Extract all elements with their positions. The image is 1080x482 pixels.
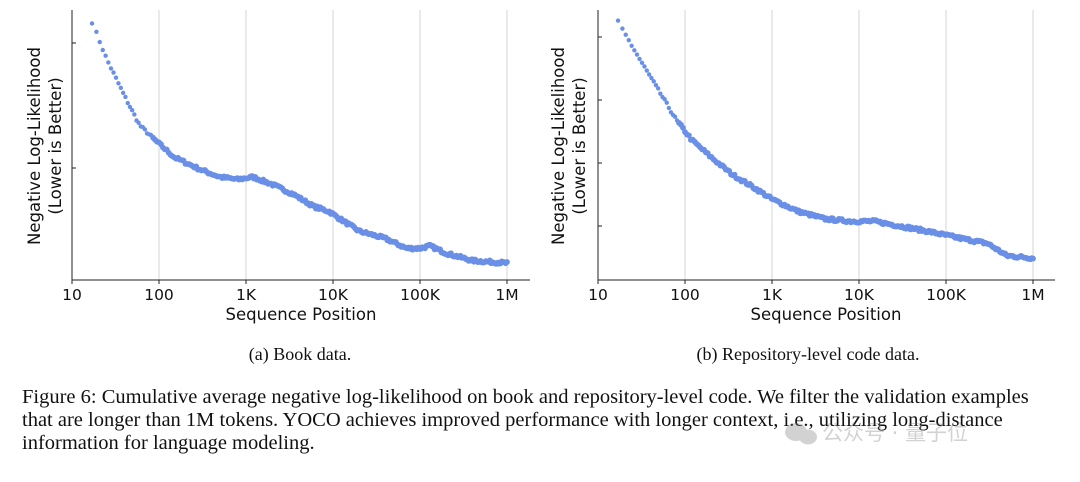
data-point — [127, 104, 133, 110]
data-point — [142, 127, 148, 132]
data-point — [118, 85, 124, 91]
data-point — [100, 47, 105, 53]
data-point — [125, 100, 130, 106]
x-tick-label: 100K — [926, 286, 967, 304]
x-axis-title: Sequence Position — [226, 305, 377, 324]
x-tick-label: 100K — [400, 286, 441, 304]
x-axis-title: Sequence Position — [751, 305, 902, 324]
data-point — [132, 112, 137, 117]
axes — [597, 10, 1055, 281]
x-ticks: 10 100 1K 10K 100K 1M — [62, 280, 519, 304]
data-point — [626, 38, 631, 43]
data-point — [106, 60, 111, 65]
figure-caption: Figure 6: Cumulative average negative lo… — [22, 386, 1029, 454]
data-point — [672, 114, 678, 119]
x-tick-label: 10K — [318, 286, 349, 304]
data-point — [120, 90, 126, 96]
data-point — [116, 81, 121, 86]
chart-book-data: 10 100 1K 10K 100K 1M Sequence Position Negat… — [25, 10, 530, 324]
x-tick-label: 10 — [588, 286, 608, 304]
subcaption-b: (b) Repository-level code data. — [696, 344, 920, 364]
data-point — [111, 70, 116, 75]
data-point — [664, 100, 669, 105]
data-point — [103, 53, 108, 58]
data-point — [129, 108, 135, 113]
data-point — [666, 105, 672, 111]
data-point — [629, 43, 634, 48]
data-point — [651, 79, 656, 84]
x-tick-label: 10 — [62, 286, 82, 304]
chart-repository-code-data: 10 100 1K 10K 100K 1M Sequence Position Negat… — [549, 10, 1055, 324]
y-axis-title-line2: (Lower is Better) — [46, 77, 65, 214]
data-point — [504, 259, 510, 265]
x-tick-label: 1K — [236, 286, 257, 304]
x-tick-label: 1K — [762, 286, 783, 304]
y-axis-title-line2: (Lower is Better) — [570, 77, 589, 214]
data-point — [637, 56, 642, 62]
data-point — [639, 60, 645, 66]
subcaption-a: (a) Book data. — [248, 344, 352, 364]
data-point — [94, 29, 99, 34]
data-point — [686, 132, 692, 139]
data-point — [644, 68, 650, 73]
data-points — [615, 18, 1036, 263]
data-point — [123, 94, 128, 100]
data-point — [646, 72, 652, 77]
data-point — [89, 21, 95, 26]
x-ticks: 10 100 1K 10K 100K 1M — [588, 280, 1045, 304]
x-tick-label: 1M — [1021, 286, 1044, 304]
y-axis-title-line1: Negative Log-Likelihood — [549, 47, 568, 245]
data-point — [1030, 255, 1036, 262]
plot-area: 10 100 1K 10K 100K 1M — [62, 10, 530, 304]
plot-area: 10 100 1K 10K 100K 1M — [588, 10, 1055, 304]
data-point — [653, 82, 659, 88]
x-tick-label: 1M — [495, 286, 518, 304]
data-point — [136, 120, 141, 125]
data-point — [620, 26, 625, 31]
data-point — [615, 18, 621, 23]
data-point — [658, 91, 663, 96]
data-point — [634, 52, 640, 57]
x-tick-label: 100 — [670, 286, 700, 304]
y-axis-title-line1: Negative Log-Likelihood — [25, 47, 44, 245]
data-point — [662, 97, 667, 102]
data-point — [113, 75, 119, 80]
data-point — [108, 66, 114, 71]
data-point — [623, 32, 628, 37]
data-point — [632, 48, 637, 53]
data-point — [97, 39, 102, 45]
data-point — [642, 64, 647, 69]
grid-lines — [158, 10, 508, 280]
data-point — [655, 86, 661, 91]
x-tick-label: 100 — [144, 286, 174, 304]
data-point — [649, 75, 654, 81]
data-points — [89, 21, 510, 267]
x-tick-label: 10K — [844, 286, 875, 304]
axes — [71, 10, 530, 281]
